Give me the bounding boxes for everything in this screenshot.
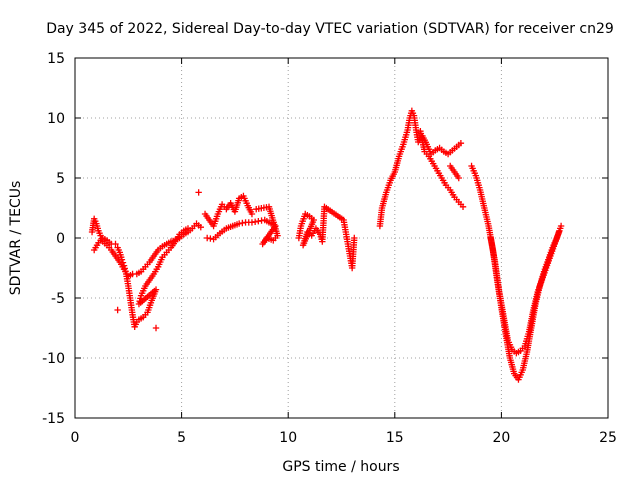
data-point: [122, 268, 129, 275]
x-tick-label: 10: [279, 430, 297, 446]
data-point: [184, 225, 192, 232]
data-point: [195, 189, 202, 196]
data-point: [112, 240, 119, 248]
y-tick-label: -15: [42, 411, 65, 427]
data-point: [351, 234, 358, 242]
data-point: [121, 265, 128, 272]
y-tick-label: 0: [56, 231, 65, 247]
data-point: [459, 203, 467, 210]
data-point: [253, 206, 260, 213]
data-point: [119, 259, 127, 266]
gridlines: [75, 58, 608, 418]
data-point: [557, 222, 565, 230]
chart-title: Day 345 of 2022, Sidereal Day-to-day VTE…: [46, 21, 614, 37]
data-point: [455, 174, 462, 182]
data-points: [88, 107, 565, 383]
y-tick-label: -5: [51, 291, 65, 307]
x-tick-label: 0: [71, 430, 80, 446]
y-tick-label: 5: [56, 171, 65, 187]
y-tick-label: 10: [47, 111, 65, 127]
data-point: [457, 140, 465, 147]
data-point: [248, 210, 256, 218]
x-tick-label: 25: [599, 430, 617, 446]
x-tick-label: 20: [492, 430, 510, 446]
data-point: [152, 324, 160, 332]
data-point: [137, 295, 144, 302]
plot-frame: [74, 57, 609, 419]
y-tick-label: 15: [47, 51, 65, 67]
data-point: [555, 228, 563, 236]
y-tick-label: -10: [42, 351, 65, 367]
data-point: [135, 300, 143, 308]
data-point: [136, 298, 143, 305]
x-tick-label: 15: [386, 430, 404, 446]
data-point: [114, 306, 121, 314]
y-axis-label: SDTVAR / TECUs: [8, 181, 24, 296]
data-point: [118, 256, 126, 263]
axis-ticks: 0 5 10 15 20 25 -15 -10 -5 0 5 10 15: [42, 51, 617, 446]
data-point: [197, 224, 204, 231]
data-point: [120, 262, 128, 269]
x-axis-label: GPS time / hours: [282, 459, 399, 475]
x-tick-label: 5: [177, 430, 186, 446]
